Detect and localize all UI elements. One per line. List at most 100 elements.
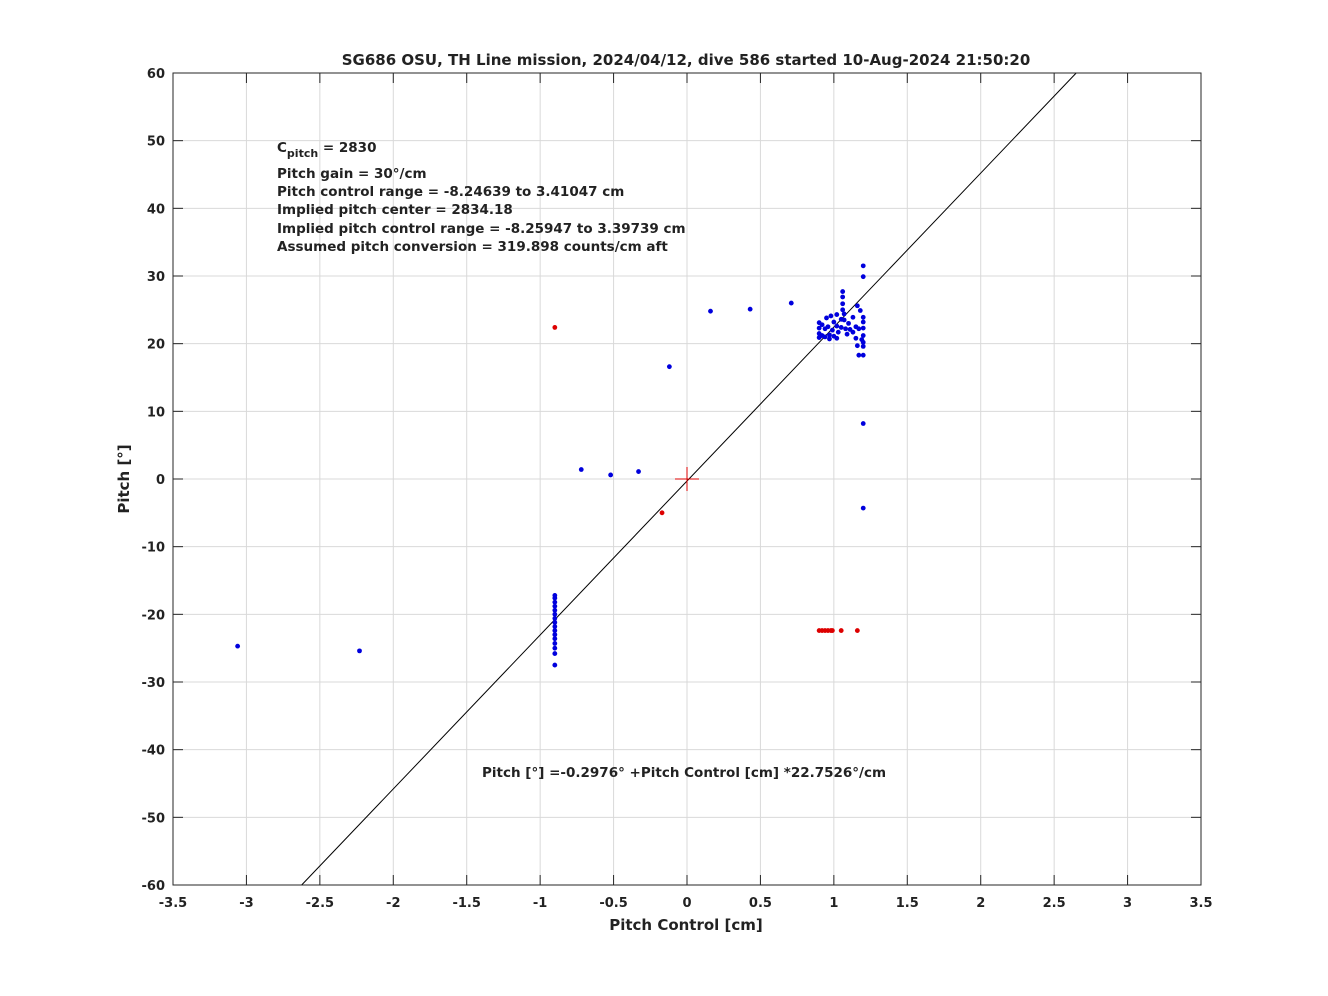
blue-data-point xyxy=(838,325,844,330)
blue-data-point xyxy=(816,325,822,331)
blue-data-point xyxy=(552,592,558,598)
blue-data-point xyxy=(860,325,866,331)
blue-data-point xyxy=(708,308,713,314)
blue-data-point xyxy=(840,301,846,307)
annotation-block: Cpitch = 2830 Pitch gain = 30°/cm Pitch … xyxy=(277,140,686,255)
blue-data-point xyxy=(552,628,558,633)
blue-data-point xyxy=(860,343,866,349)
pitch-control-range-annotation: Pitch control range = -8.24639 to 3.4104… xyxy=(277,184,624,200)
blue-data-point xyxy=(860,333,866,338)
axis-ticks: -3.5 -3 -2.5 -2 -1.5 -1 -0.5 0 0.5 1 1.5 2 2.5 3 3.5 -6… xyxy=(142,67,1213,911)
blue-data-point xyxy=(860,274,866,280)
red-data-point xyxy=(854,628,860,633)
blue-data-point xyxy=(552,641,558,646)
blue-data-point xyxy=(850,329,856,335)
blue-data-point xyxy=(552,599,558,605)
blue-data-point xyxy=(840,307,846,313)
y-tick-label: 40 xyxy=(147,202,165,217)
blue-data-point xyxy=(552,651,558,656)
blue-data-point xyxy=(856,326,862,332)
blue-data-point xyxy=(824,315,829,321)
blue-data-point xyxy=(552,603,558,609)
x-tick-label: 0 xyxy=(682,896,691,911)
blue-data-point xyxy=(857,308,863,313)
implied-pitch-control-range-annotation: Implied pitch control range = -8.25947 t… xyxy=(277,221,686,237)
blue-data-point xyxy=(860,352,866,358)
blue-data-point xyxy=(846,320,851,326)
blue-data-point xyxy=(827,336,832,342)
blue-data-point xyxy=(747,306,753,312)
blue-data-point xyxy=(357,648,362,654)
blue-data-point xyxy=(552,611,558,617)
blue-data-point xyxy=(552,662,558,668)
grid-lines xyxy=(173,73,1201,885)
blue-data-point xyxy=(829,327,835,333)
blue-data-point xyxy=(822,334,828,340)
y-tick-label: -50 xyxy=(142,811,166,826)
x-tick-label: 0.5 xyxy=(749,896,772,911)
blue-data-point xyxy=(578,467,584,472)
blue-data-point xyxy=(860,339,866,345)
x-tick-label: 1.5 xyxy=(896,896,919,911)
x-tick-label: -1.5 xyxy=(452,896,480,911)
blue-data-point xyxy=(860,505,866,511)
blue-data-point xyxy=(552,620,558,625)
red-data-point xyxy=(838,628,844,633)
blue-data-point xyxy=(841,317,847,323)
x-tick-label: -3 xyxy=(239,896,253,911)
blue-data-point xyxy=(788,300,794,306)
y-tick-label: -30 xyxy=(142,676,166,691)
fit-equation-annotation: Pitch [°] =-0.2976° +Pitch Control [cm] … xyxy=(482,765,886,781)
y-tick-label: -60 xyxy=(142,879,166,894)
blue-data-point xyxy=(552,624,558,629)
x-tick-label: -2 xyxy=(386,896,400,911)
x-tick-label: 3.5 xyxy=(1189,896,1212,911)
blue-data-point xyxy=(831,319,837,325)
y-tick-label: 50 xyxy=(147,135,165,150)
blue-data-point xyxy=(841,311,847,317)
cpitch-value: = 2830 xyxy=(318,140,376,156)
y-tick-label: -40 xyxy=(142,744,166,759)
red-data-point xyxy=(552,325,558,330)
x-tick-label: -1 xyxy=(533,896,547,911)
blue-data-point xyxy=(636,469,641,474)
blue-data-point xyxy=(552,607,558,613)
y-tick-label: 20 xyxy=(147,338,165,353)
red-data-point xyxy=(829,628,835,633)
blue-data-point xyxy=(608,472,614,478)
x-tick-label: -2.5 xyxy=(306,896,334,911)
y-tick-label: 30 xyxy=(147,270,165,285)
x-tick-label: 2 xyxy=(976,896,985,911)
blue-data-point xyxy=(860,314,866,320)
pitch-gain-annotation: Pitch gain = 30°/cm xyxy=(277,166,427,182)
blue-data-point xyxy=(834,312,840,317)
blue-data-point xyxy=(834,335,840,341)
blue-data-point xyxy=(854,303,860,309)
blue-data-point xyxy=(853,335,859,341)
blue-data-point xyxy=(860,421,866,426)
blue-data-point xyxy=(235,643,241,649)
data-points xyxy=(235,263,866,668)
y-tick-label: -20 xyxy=(142,608,166,623)
red-data-point xyxy=(659,510,665,516)
blue-data-point xyxy=(819,322,825,328)
chart-title: SG686 OSU, TH Line mission, 2024/04/12, … xyxy=(342,51,1031,69)
center-marker-group xyxy=(675,467,699,491)
blue-data-point xyxy=(840,289,846,294)
y-tick-label: 60 xyxy=(147,67,165,82)
pitch-conversion-annotation: Assumed pitch conversion = 319.898 count… xyxy=(277,239,668,255)
x-tick-label: -3.5 xyxy=(159,896,187,911)
cpitch-annotation: Cpitch = 2830 xyxy=(277,140,376,160)
blue-data-point xyxy=(827,332,832,338)
blue-data-point xyxy=(844,331,850,337)
x-tick-label: 3 xyxy=(1123,896,1132,911)
blue-data-point xyxy=(856,352,862,358)
cpitch-symbol: C xyxy=(277,140,287,156)
y-tick-label: 0 xyxy=(156,473,165,488)
x-tick-label: 1 xyxy=(829,896,838,911)
blue-data-point xyxy=(835,329,841,335)
blue-data-point xyxy=(828,313,834,319)
blue-data-point xyxy=(552,636,558,642)
cpitch-subscript: pitch xyxy=(287,147,318,160)
x-tick-label: -0.5 xyxy=(599,896,627,911)
